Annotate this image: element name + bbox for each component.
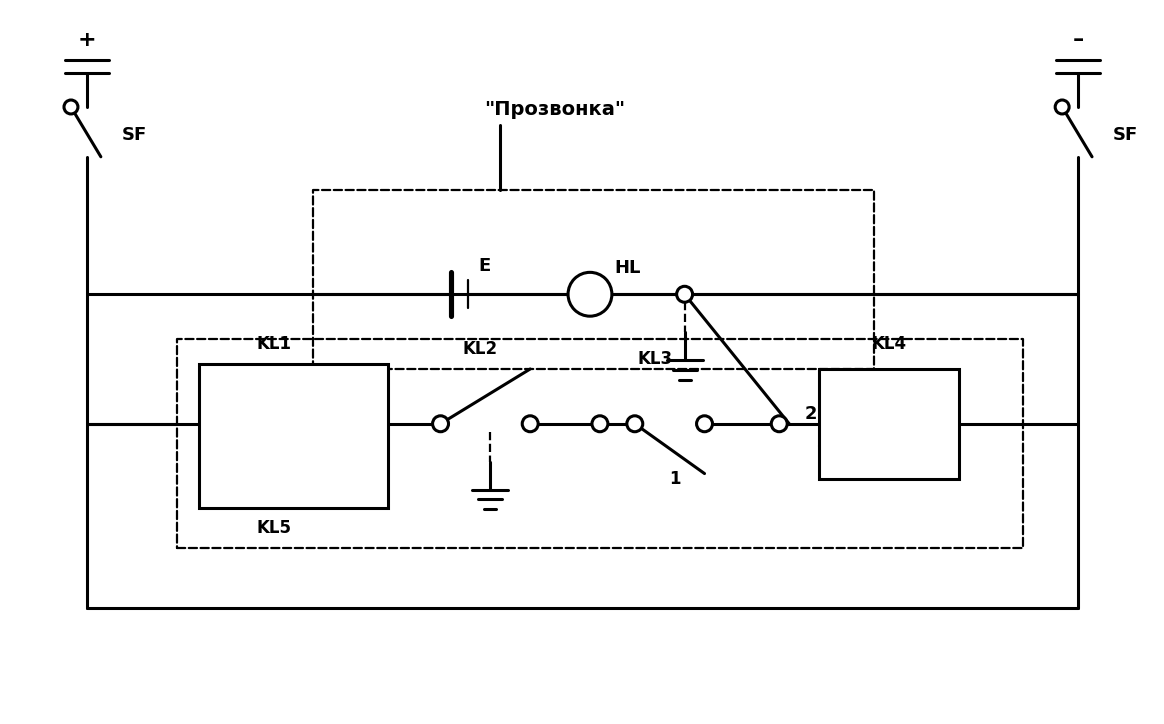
Circle shape	[523, 416, 538, 432]
Bar	[199, 364, 388, 508]
Circle shape	[1056, 100, 1069, 114]
Circle shape	[592, 416, 608, 432]
Circle shape	[627, 416, 643, 432]
Text: KL5: KL5	[257, 519, 292, 537]
Text: 2: 2	[804, 405, 817, 423]
Text: KL1: KL1	[257, 335, 292, 353]
Circle shape	[676, 286, 693, 302]
Bar	[819, 369, 958, 479]
Circle shape	[433, 416, 448, 432]
Text: KL4: KL4	[872, 335, 907, 353]
Circle shape	[64, 100, 78, 114]
Circle shape	[696, 416, 712, 432]
Text: E: E	[478, 257, 490, 275]
Text: SF: SF	[122, 126, 147, 144]
Text: SF: SF	[1113, 126, 1138, 144]
Text: KL3: KL3	[637, 350, 673, 368]
Text: –: –	[1072, 30, 1084, 50]
Text: KL2: KL2	[463, 340, 498, 358]
Text: HL: HL	[615, 259, 641, 277]
Text: "Прозвонка": "Прозвонка"	[484, 101, 626, 119]
Circle shape	[772, 416, 787, 432]
Text: +: +	[78, 30, 97, 50]
Circle shape	[568, 272, 612, 316]
Text: 1: 1	[669, 470, 681, 487]
